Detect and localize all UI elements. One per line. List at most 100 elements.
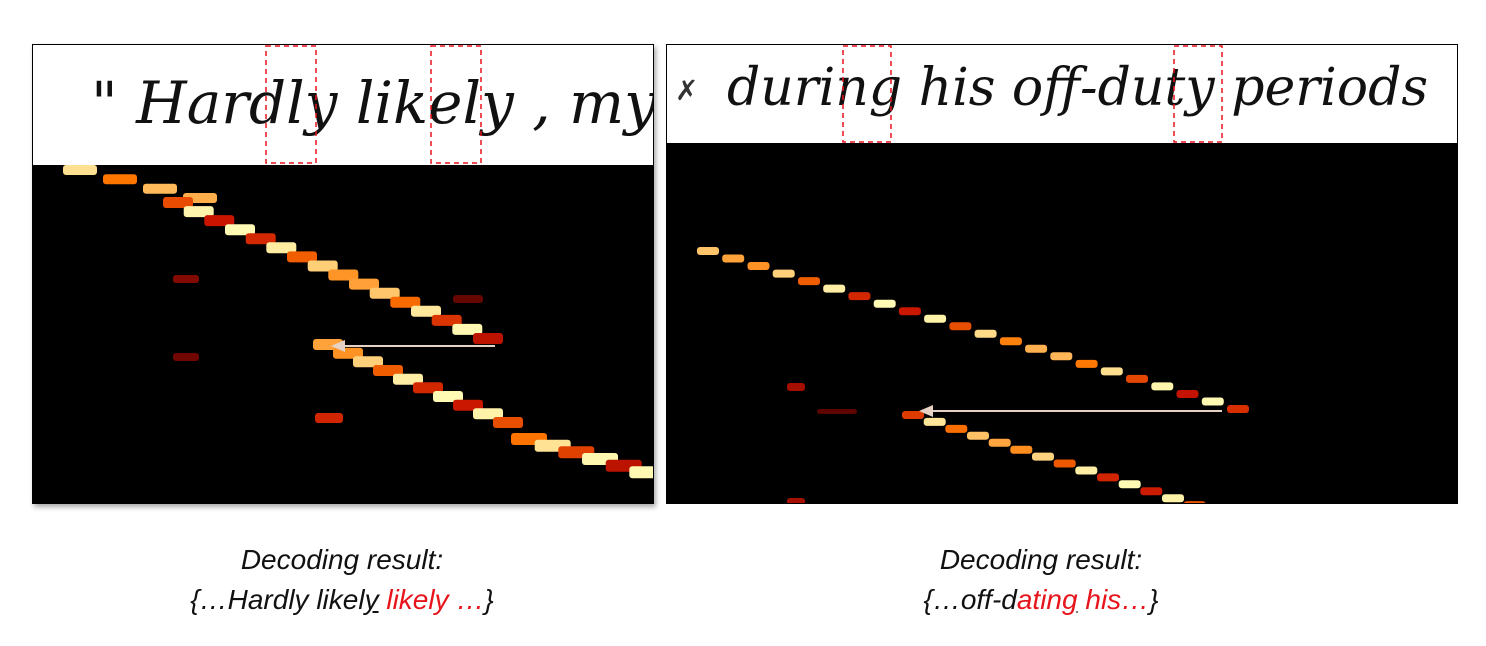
caption-right-underlined: g [1062, 584, 1078, 615]
attention-cell [369, 287, 400, 299]
caption-right: Decoding result: {…off-dating his…} [666, 540, 1416, 620]
handwriting-image-left: " Hardly likely , my [91, 45, 653, 164]
attention-cell [999, 337, 1022, 346]
attention-cell [1075, 466, 1098, 475]
attention-cell [493, 417, 523, 428]
attention-cell [453, 295, 483, 303]
jump-back-arrow-left [331, 340, 495, 352]
attention-cell [1010, 445, 1033, 454]
caption-left-title: Decoding result: [240, 544, 444, 575]
attention-cell [413, 382, 443, 394]
attention-heatmap-right [697, 247, 1249, 503]
attention-cell [390, 296, 421, 308]
caption-left-close: } [484, 584, 494, 615]
attention-cell [328, 269, 359, 281]
attention-cell [988, 438, 1011, 447]
attention-cell [452, 323, 483, 335]
attention-cell [1050, 352, 1073, 361]
scribble-mark: ✗ [675, 74, 698, 107]
attention-cell [949, 322, 972, 331]
attention-cell [433, 391, 463, 402]
attention-cell [453, 399, 483, 411]
handwriting-text-left: " Hardly likely , my [91, 69, 653, 137]
attention-cell [772, 269, 795, 278]
caption-left: Decoding result: {…Hardly likely likely … [32, 540, 652, 620]
jump-back-arrow-right [919, 405, 1222, 417]
highlight-box-y1 [265, 45, 317, 164]
attention-cell [183, 206, 214, 218]
attention-cell [1151, 382, 1174, 391]
attention-cell [333, 347, 363, 359]
attention-cell [945, 424, 968, 433]
attention-cell [373, 365, 403, 376]
attention-cell [629, 466, 653, 479]
caption-right-prefix: {…off-d [923, 584, 1017, 615]
attention-cell [697, 247, 719, 255]
attention-cell [747, 262, 770, 270]
attention-cell [411, 305, 441, 317]
attention-cell [898, 307, 921, 316]
attention-cell [173, 275, 199, 283]
attention-cell [1032, 452, 1054, 461]
caption-right-close: } [1149, 584, 1159, 615]
attention-cell [353, 356, 383, 368]
attention-cell [848, 292, 871, 301]
attention-cell [722, 254, 745, 263]
attention-cell [923, 417, 946, 426]
attention-cell [287, 251, 317, 263]
attention-cell [163, 197, 193, 208]
caption-left-result: {…Hardly likely likely …} [32, 580, 652, 620]
caption-right-result: {…off-dating his…} [666, 580, 1416, 620]
attention-cell [1097, 473, 1119, 482]
attention-cell [1162, 494, 1184, 503]
attention-cell [902, 411, 924, 419]
attention-cell [1201, 397, 1224, 406]
attention-cell [1118, 480, 1141, 489]
attention-cell [307, 260, 338, 272]
attention-cell [1126, 374, 1148, 383]
handwriting-image-right: ✗ during his off-duty periods [675, 45, 1428, 143]
attention-cell [1025, 344, 1048, 353]
attention-heatmap-left [63, 165, 653, 479]
attention-cell [173, 353, 199, 361]
attention-cell [1176, 390, 1199, 398]
attention-cell [225, 224, 255, 236]
attention-cell [1100, 367, 1123, 376]
attention-cell [787, 498, 805, 503]
attention-cell [798, 277, 820, 286]
attention-cell [204, 215, 235, 227]
caption-right-red-b: his… [1077, 584, 1150, 615]
highlight-box-y2 [430, 45, 482, 164]
attention-cell [924, 314, 947, 323]
attention-cell [315, 413, 343, 423]
attention-panel-left: " Hardly likely , my [32, 44, 654, 504]
attention-cell [103, 174, 137, 185]
caption-right-red-a: atin [1016, 584, 1063, 615]
attention-cell [974, 329, 997, 338]
handwriting-strip-left: " Hardly likely , my [33, 45, 653, 165]
attention-cell [1075, 359, 1098, 368]
attention-cell [473, 408, 503, 420]
attention-cell [787, 383, 805, 391]
caption-right-title: Decoding result: [939, 544, 1143, 575]
caption-left-repeated: likely … [386, 584, 485, 615]
attention-cell [1053, 459, 1076, 468]
attention-cell [873, 299, 896, 308]
attention-cell [63, 165, 97, 175]
attention-cell [1140, 487, 1163, 496]
attention-cell [349, 278, 379, 290]
attention-cell [823, 284, 846, 293]
handwriting-strip-right: ✗ during his off-duty periods [667, 45, 1457, 143]
attention-panel-right: ✗ during his off-duty periods [666, 44, 1458, 504]
attention-cell [245, 233, 276, 245]
attention-cell [1227, 405, 1249, 413]
caption-left-prefix: {…Hardly likel [190, 584, 365, 615]
attention-cell [1183, 501, 1206, 503]
attention-cell [473, 333, 503, 344]
attention-cell [266, 242, 297, 254]
attention-cell [817, 409, 857, 414]
attention-cell [967, 431, 989, 440]
attention-cell [143, 183, 177, 194]
attention-cell [431, 314, 462, 326]
attention-cell [393, 373, 423, 385]
